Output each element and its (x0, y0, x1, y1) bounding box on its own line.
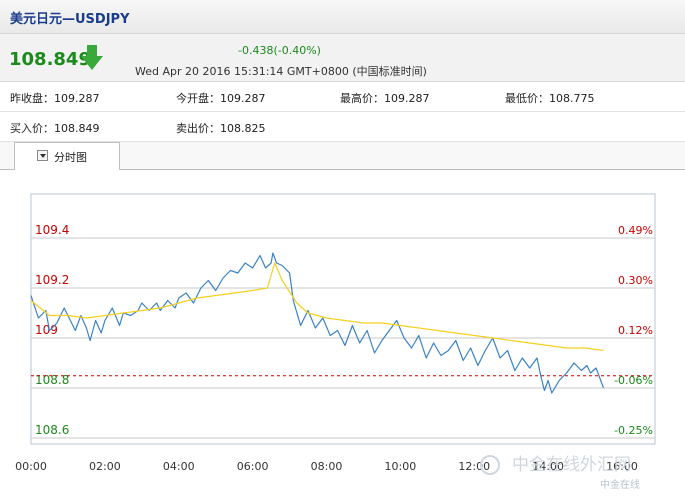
x-tick-label: 14:00 (532, 460, 564, 473)
page-title: 美元日元—USDJPY (10, 12, 130, 27)
high-price: 最高价：109.287 (340, 92, 430, 105)
open-price: 今开盘：109.287 (176, 92, 266, 105)
watermark-small-text: 中金在线 (600, 478, 640, 491)
low-price: 最低价：108.775 (505, 92, 595, 105)
x-tick-label: 04:00 (163, 460, 195, 473)
tab-intraday-label: 分时图 (54, 151, 87, 164)
quote-row: 108.849 -0.438(-0.40%) Wed Apr 20 2016 1… (0, 34, 685, 82)
title-bar: 美元日元—USDJPY (0, 0, 685, 34)
pct-tick-label: 0.12% (618, 324, 653, 337)
price-series-line (30, 252, 605, 394)
y-tick-label: 109 (35, 323, 58, 337)
info-row-bidask: 买入价：108.849 卖出价：108.825 (0, 112, 685, 142)
plot-frame (30, 193, 656, 445)
ask-price: 卖出价：108.825 (176, 122, 266, 135)
intraday-chart: 109.4 0.49% 109.2 0.30% 109 0.12% 108.8 -0.06% 1… (15, 193, 656, 491)
info-row-prices: 昨收盘：109.287 今开盘：109.287 最高价：109.287 最低价：… (0, 82, 685, 112)
quote-time: Wed Apr 20 2016 15:31:14 GMT+0800 (中国标准时… (135, 65, 427, 78)
x-tick-label: 16:00 (606, 460, 638, 473)
y-tick-label: 108.6 (35, 423, 69, 437)
price-change: -0.438(-0.40%) (238, 44, 321, 57)
pct-tick-label: -0.25% (614, 424, 653, 437)
tab-intraday[interactable]: 分时图 (14, 142, 120, 171)
watermark-logo-icon (480, 455, 500, 475)
dropdown-icon[interactable] (37, 150, 48, 161)
y-tick-label: 109.4 (35, 223, 69, 237)
average-series-line (30, 262, 604, 352)
y-tick-label: 109.2 (35, 273, 69, 287)
x-tick-label: 08:00 (311, 460, 343, 473)
x-tick-label: 00:00 (15, 460, 47, 473)
chart-panel: 109.4 0.49% 109.2 0.30% 109 0.12% 108.8 -0.06% 1… (0, 170, 685, 496)
watermark-text: 中金在线外汇网 (512, 455, 631, 475)
pct-tick-label: 0.30% (618, 274, 653, 287)
bid-price: 买入价：108.849 (10, 122, 100, 135)
arrow-down-icon (81, 45, 103, 70)
current-price: 108.849 (9, 49, 91, 70)
pct-tick-label: 0.49% (618, 224, 653, 237)
x-tick-label: 02:00 (89, 460, 121, 473)
x-tick-label: 12:00 (458, 460, 490, 473)
pct-tick-label: -0.06% (614, 374, 653, 387)
chart-tab-strip: 分时图 (0, 142, 685, 171)
x-tick-label: 06:00 (237, 460, 269, 473)
x-tick-label: 10:00 (385, 460, 417, 473)
prev-close: 昨收盘：109.287 (10, 92, 100, 105)
y-tick-label: 108.8 (35, 373, 69, 387)
